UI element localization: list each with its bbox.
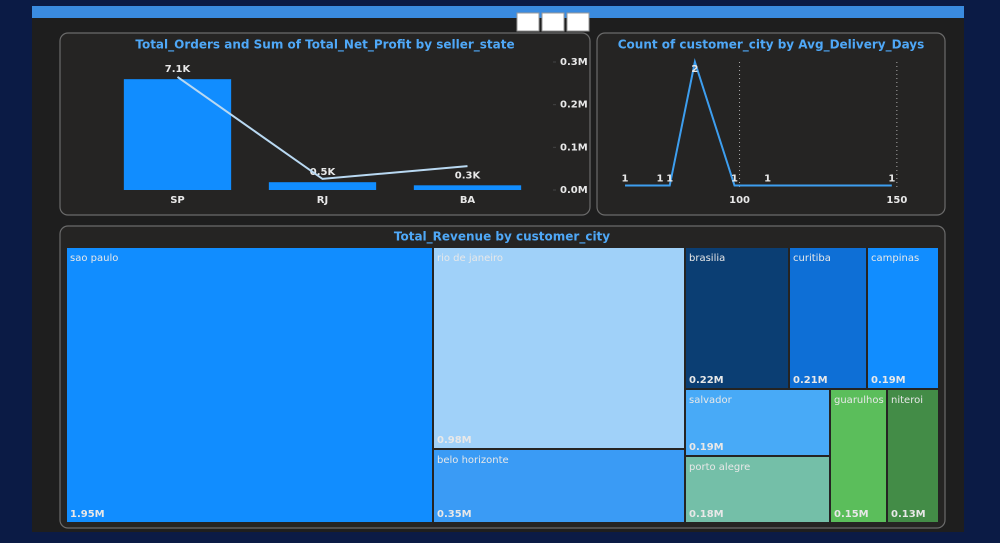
data-label: 1 xyxy=(622,174,629,185)
data-label: 2 xyxy=(691,64,698,75)
tile-label: brasilia xyxy=(689,253,725,264)
data-label: 1 xyxy=(731,174,738,185)
y2-tick-label: 0.1M xyxy=(560,142,588,153)
tile-label: salvador xyxy=(689,395,733,406)
data-label: 1 xyxy=(656,174,663,185)
treemap-tile xyxy=(67,248,432,522)
tile-label: porto alegre xyxy=(689,462,750,473)
bar xyxy=(413,185,522,190)
data-label: 0.5K xyxy=(310,167,337,178)
data-label: 1 xyxy=(666,174,673,185)
y2-tick-label: 0.2M xyxy=(560,100,588,111)
chart-title: Total_Orders and Sum of Total_Net_Profit… xyxy=(135,38,514,53)
bar xyxy=(268,182,377,190)
treemap-tile xyxy=(686,390,829,455)
line xyxy=(176,76,468,180)
more-icon[interactable] xyxy=(566,12,590,32)
tile-label: belo horizonte xyxy=(437,455,509,466)
x-tick-label: BA xyxy=(460,195,476,206)
top-band xyxy=(32,6,964,18)
tile-value: 0.15M xyxy=(834,509,869,520)
x-tick-label: SP xyxy=(170,195,185,206)
line xyxy=(625,58,892,187)
tile-label: sao paulo xyxy=(70,253,118,264)
data-label: 0.3K xyxy=(455,170,482,181)
bar xyxy=(123,79,232,190)
filter-icon[interactable] xyxy=(516,12,540,32)
panel xyxy=(596,32,946,216)
data-label: 1 xyxy=(764,174,771,185)
treemap-tile xyxy=(790,248,866,388)
tile-label: campinas xyxy=(871,253,919,264)
x-tick-label: 150 xyxy=(886,195,907,206)
y2-tick-label: 0.3M xyxy=(560,57,588,68)
treemap-tile xyxy=(686,457,829,522)
chart-title: Total_Revenue by customer_city xyxy=(394,230,610,245)
treemap-tile xyxy=(686,248,788,388)
tile-value: 0.98M xyxy=(437,435,472,446)
tile-value: 0.35M xyxy=(437,509,472,520)
y2-tick-label: 0.0M xyxy=(560,185,588,196)
treemap-tile xyxy=(888,390,938,522)
x-tick-label: RJ xyxy=(317,195,328,206)
tile-label: rio de janeiro xyxy=(437,253,503,264)
tile-value: 0.18M xyxy=(689,509,724,520)
treemap-tile xyxy=(434,450,684,522)
data-label: 1 xyxy=(888,174,895,185)
treemap-tile xyxy=(434,248,684,448)
data-label: 7.1K xyxy=(165,64,192,75)
tile-value: 0.19M xyxy=(689,442,724,453)
tile-value: 0.22M xyxy=(689,375,724,386)
treemap-tile xyxy=(868,248,938,388)
x-tick-label: 100 xyxy=(729,195,750,206)
tile-label: guarulhos xyxy=(834,395,884,406)
tile-value: 1.95M xyxy=(70,509,105,520)
focus-icon[interactable] xyxy=(541,12,565,32)
treemap-tile xyxy=(831,390,886,522)
tile-value: 0.21M xyxy=(793,375,828,386)
chart-title: Count of customer_city by Avg_Delivery_D… xyxy=(618,38,925,53)
tile-label: curitiba xyxy=(793,253,831,264)
tile-label: niteroi xyxy=(891,395,923,406)
tile-value: 0.13M xyxy=(891,509,926,520)
tile-value: 0.19M xyxy=(871,375,906,386)
